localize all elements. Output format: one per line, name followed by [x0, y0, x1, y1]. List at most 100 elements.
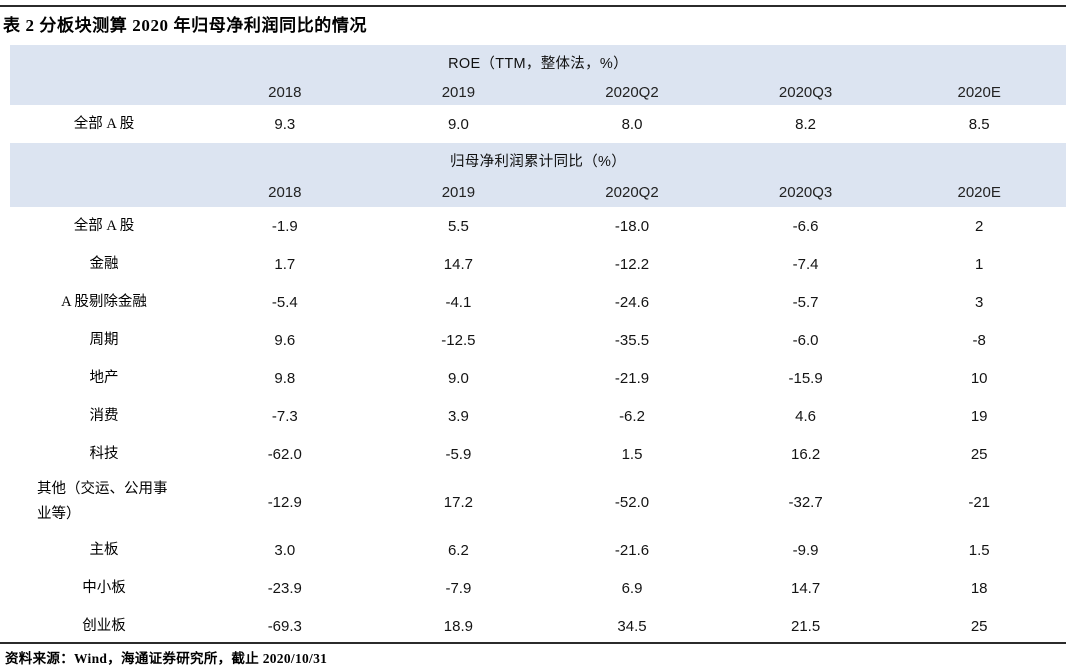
value-cell: -1.9	[271, 217, 298, 235]
value-cell: -62.0	[267, 445, 302, 463]
value-cell: -23.9	[267, 579, 302, 597]
row-label-cell: 地产	[10, 359, 198, 397]
value-cell: -5.7	[792, 293, 819, 311]
year-column-header: 2020Q3	[778, 183, 833, 201]
row-label-cell: 金融	[10, 245, 198, 283]
year-column-header: 2019	[441, 183, 476, 201]
year-header-row: 2018 2019 2020Q2 2020Q3 2020E	[10, 177, 1066, 207]
value-cell: -52.0	[614, 493, 650, 511]
value-cell: -6.2	[619, 407, 645, 425]
row-label: 地产	[89, 369, 119, 386]
value-cell: 17.2	[443, 493, 473, 511]
year-column-header: 2020Q2	[605, 183, 659, 201]
value-cell: 9.8	[274, 369, 296, 387]
row-label: 创业板	[82, 617, 126, 634]
value-cell: -5.9	[445, 445, 472, 463]
value-cell: 6.9	[621, 579, 643, 597]
row-label-cell: A 股剔除金融	[10, 283, 198, 321]
value-cell: -35.5	[614, 331, 650, 349]
year-header-row: 2018 2019 2020Q2 2020Q3 2020E	[10, 79, 1066, 105]
row-label-cell: 创业板	[10, 607, 198, 645]
table-row: 其他（交运、公用事业等） -12.9 17.2 -52.0 -32.7 -21	[10, 473, 1066, 531]
value-cell: 14.7	[443, 255, 473, 273]
value-cell: 25	[970, 617, 988, 635]
year-column-header: 2019	[441, 83, 476, 101]
value-cell: -12.2	[614, 255, 650, 273]
value-cell: 6.2	[447, 541, 469, 559]
value-cell: 19	[970, 407, 988, 425]
row-label-cell: 中小板	[10, 569, 198, 607]
row-label: 全部 A 股	[73, 217, 135, 234]
value-cell: 3	[975, 293, 984, 311]
value-cell: -4.1	[445, 293, 472, 311]
year-column-header: 2018	[268, 83, 302, 101]
value-cell: 9.0	[447, 369, 469, 387]
year-column-header: 2020Q3	[778, 83, 833, 101]
section-header: 归母净利润累计同比（%）	[10, 143, 1066, 177]
value-cell: 16.2	[790, 445, 821, 463]
value-cell: -18.0	[614, 217, 650, 235]
value-cell: -69.3	[267, 617, 302, 635]
value-cell: 3.0	[274, 541, 296, 559]
top-rule	[0, 5, 1066, 7]
row-label-cell: 全部 A 股	[10, 207, 198, 245]
section-header: ROE（TTM，整体法，%）	[10, 45, 1066, 79]
table-row: 科技 -62.0 -5.9 1.5 16.2 25	[10, 435, 1066, 473]
corner-cell	[10, 79, 198, 105]
value-cell: 18	[970, 579, 988, 597]
value-cell: 10	[970, 369, 988, 387]
row-label: 全部 A 股	[73, 115, 135, 132]
table-row: 消费 -7.3 3.9 -6.2 4.6 19	[10, 397, 1066, 435]
table-row: 地产 9.8 9.0 -21.9 -15.9 10	[10, 359, 1066, 397]
data-table: ROE（TTM，整体法，%） 2018 2019 2020Q2 2020Q3 2020E 全…	[10, 45, 1066, 645]
value-cell: 1.5	[968, 541, 990, 559]
table-row: A 股剔除金融 -5.4 -4.1 -24.6 -5.7 3	[10, 283, 1066, 321]
value-cell: -12.9	[267, 493, 302, 511]
table-row: 全部 A 股 9.3 9.0 8.0 8.2 8.5	[10, 105, 1066, 143]
row-label: 科技	[89, 445, 119, 462]
value-cell: -15.9	[788, 369, 823, 387]
value-cell: -24.6	[614, 293, 650, 311]
value-cell: 8.2	[795, 115, 817, 133]
row-label-cell: 科技	[10, 435, 198, 473]
corner-cell	[10, 177, 198, 207]
table-title: 表 2 分板块测算 2020 年归母净利润同比的情况	[3, 16, 368, 35]
value-cell: 8.5	[968, 115, 990, 133]
value-cell: 1.7	[274, 255, 296, 273]
value-cell: 1.5	[621, 445, 643, 463]
value-cell: 18.9	[443, 617, 473, 635]
year-column-header: 2020Q2	[605, 83, 659, 101]
row-label: 金融	[89, 255, 119, 272]
row-label: 中小板	[82, 579, 126, 596]
value-cell: 14.7	[790, 579, 821, 597]
row-label: A 股剔除金融	[61, 293, 147, 310]
value-cell: -7.3	[271, 407, 298, 425]
value-cell: -6.6	[792, 217, 819, 235]
row-label: 消费	[89, 407, 119, 424]
table-row: 主板 3.0 6.2 -21.6 -9.9 1.5	[10, 531, 1066, 569]
value-cell: 21.5	[790, 617, 821, 635]
value-cell: 5.5	[447, 217, 469, 235]
row-label-cell: 消费	[10, 397, 198, 435]
row-label: 周期	[89, 331, 119, 348]
value-cell: 2	[975, 217, 984, 235]
bottom-rule	[0, 642, 1066, 644]
value-cell: 9.3	[274, 115, 296, 133]
value-cell: 1	[975, 255, 984, 273]
table-row: 全部 A 股 -1.9 5.5 -18.0 -6.6 2	[10, 207, 1066, 245]
table-row: 周期 9.6 -12.5 -35.5 -6.0 -8	[10, 321, 1066, 359]
value-cell: 8.0	[621, 115, 643, 133]
value-cell: -12.5	[441, 331, 476, 349]
value-cell: 4.6	[795, 407, 817, 425]
row-label-cell: 主板	[10, 531, 198, 569]
value-cell: 9.0	[447, 115, 469, 133]
value-cell: -7.4	[792, 255, 819, 273]
value-cell: -21.9	[614, 369, 650, 387]
table-row: 中小板 -23.9 -7.9 6.9 14.7 18	[10, 569, 1066, 607]
table-row: 创业板 -69.3 18.9 34.5 21.5 25	[10, 607, 1066, 645]
source-note: 资料来源：Wind，海通证券研究所，截止 2020/10/31	[5, 651, 328, 666]
table-row: 金融 1.7 14.7 -12.2 -7.4 1	[10, 245, 1066, 283]
value-cell: -32.7	[788, 493, 823, 511]
year-column-header: 2018	[268, 183, 302, 201]
value-cell: -9.9	[792, 541, 819, 559]
